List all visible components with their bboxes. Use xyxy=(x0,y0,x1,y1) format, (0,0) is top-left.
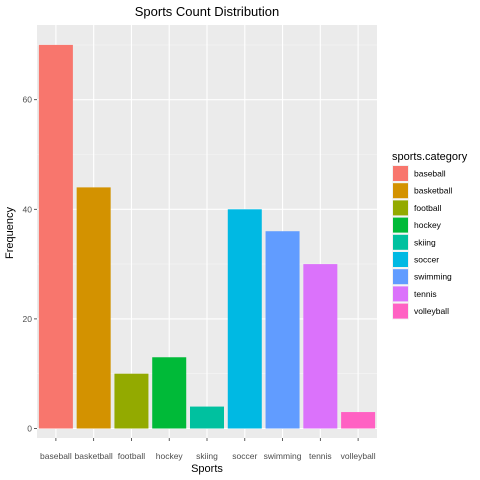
bar-soccer xyxy=(227,209,262,429)
bars xyxy=(38,44,376,429)
x-tick-label: swimming xyxy=(264,451,302,461)
bar-swimming xyxy=(265,231,300,429)
x-axis-title: Sports xyxy=(191,463,223,475)
bar-baseball xyxy=(38,44,73,429)
x-tick-label: soccer xyxy=(232,451,257,461)
bar-skiing xyxy=(190,406,224,429)
x-tick-label: football xyxy=(118,451,146,461)
legend-swatch-swimming xyxy=(393,269,408,285)
x-tick-label: skiing xyxy=(196,451,218,461)
x-axis-ticks: baseball basketball football hockey skiing so… xyxy=(40,438,376,461)
legend: sports.category baseball basketball footba… xyxy=(392,151,468,320)
legend-swatch-skiing xyxy=(393,234,408,250)
y-tick-label: 0 xyxy=(27,424,32,434)
x-tick-label: volleyball xyxy=(341,451,376,461)
legend-swatch-football xyxy=(393,200,408,216)
legend-swatch-volleyball xyxy=(393,303,408,319)
legend-swatch-basketball xyxy=(393,183,408,199)
bar-football xyxy=(114,373,149,429)
legend-swatch-soccer xyxy=(393,252,408,267)
x-tick-label: basketball xyxy=(75,451,113,461)
legend-swatch-baseball xyxy=(393,166,408,181)
legend-items: baseball basketball football hockey skiing so… xyxy=(392,165,452,320)
y-axis-ticks: 0 20 40 60 xyxy=(23,95,37,434)
bar-tennis xyxy=(303,264,338,429)
legend-label-basketball: basketball xyxy=(414,186,452,196)
bar-hockey xyxy=(152,357,187,429)
x-tick-label: tennis xyxy=(309,451,332,461)
legend-swatch-hockey xyxy=(393,217,408,233)
x-tick-label: baseball xyxy=(40,451,72,461)
legend-label-skiing: skiing xyxy=(414,237,436,247)
y-tick-label: 60 xyxy=(23,95,33,105)
chart-title: Sports Count Distribution xyxy=(135,4,280,19)
legend-swatch-tennis xyxy=(393,286,408,302)
legend-label-baseball: baseball xyxy=(414,169,446,179)
bar-basketball xyxy=(76,187,111,429)
legend-title: sports.category xyxy=(392,151,468,163)
x-tick-label: hockey xyxy=(156,451,184,461)
y-tick-label: 20 xyxy=(23,314,33,324)
y-axis-title: Frequency xyxy=(4,207,16,259)
bar-volleyball xyxy=(341,412,376,429)
legend-label-soccer: soccer xyxy=(414,255,439,265)
legend-label-volleyball: volleyball xyxy=(414,306,449,316)
legend-label-hockey: hockey xyxy=(414,220,442,230)
legend-label-football: football xyxy=(414,203,442,213)
legend-label-tennis: tennis xyxy=(414,289,437,299)
legend-label-swimming: swimming xyxy=(414,272,452,282)
y-tick-label: 40 xyxy=(23,204,33,214)
